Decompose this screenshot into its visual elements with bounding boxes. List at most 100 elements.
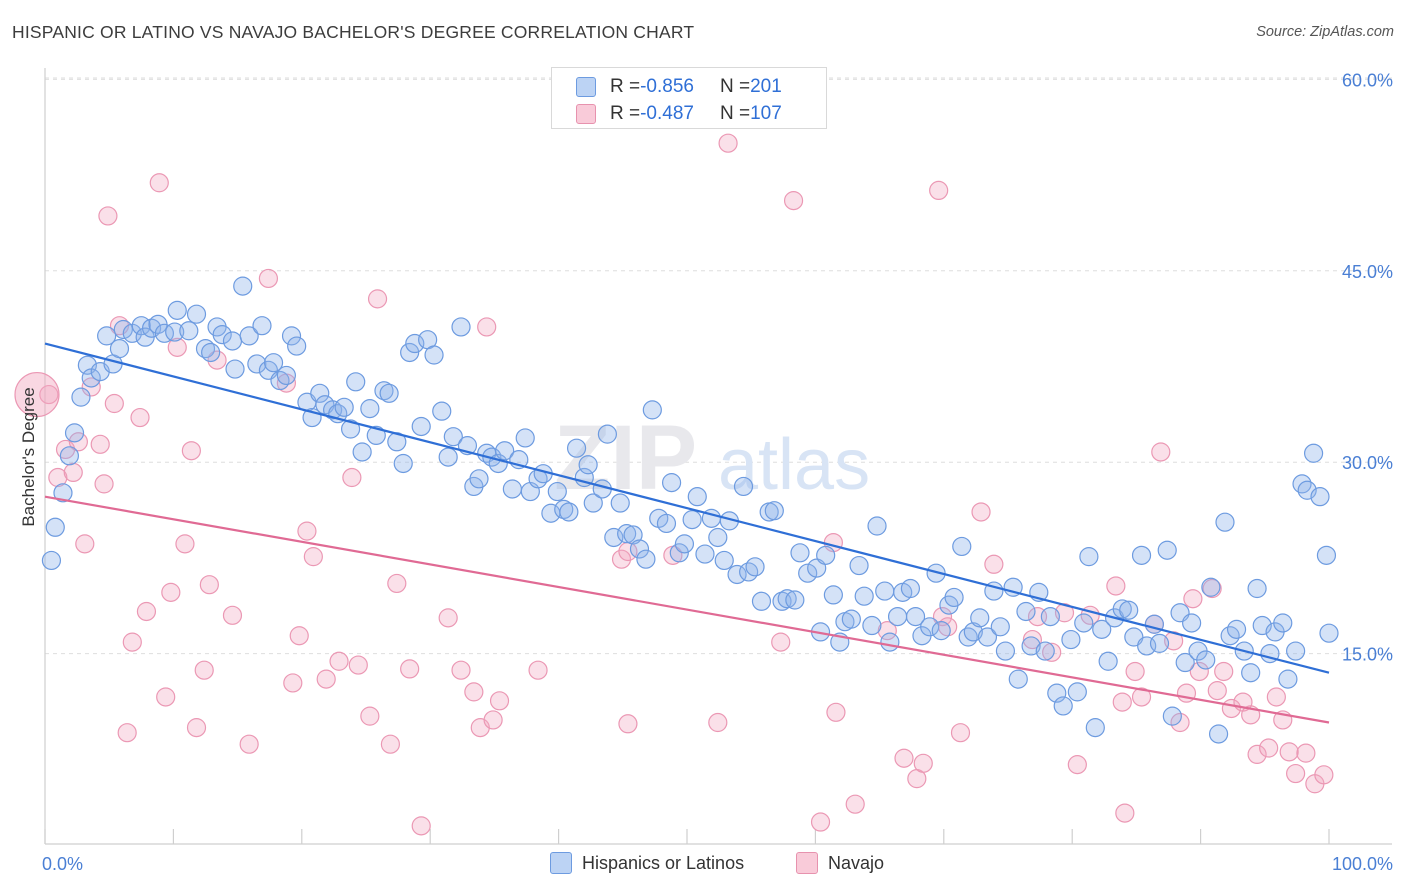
hispanic-point — [1157, 540, 1177, 560]
hispanic-point — [195, 339, 216, 359]
navajo-point — [297, 521, 317, 541]
legend-label-hispanics: Hispanics or Latinos — [582, 852, 745, 873]
hispanic-point — [1175, 652, 1195, 673]
navajo-point — [464, 682, 484, 702]
navajo-point — [39, 384, 59, 405]
legend-swatch-pink — [796, 852, 818, 874]
tick-labels: 15.0% 30.0% 45.0% 60.0% 0.0% 100.0% — [42, 70, 1393, 874]
hispanic-point — [1092, 619, 1112, 639]
hispanic-point — [1003, 577, 1023, 597]
hispanic-point — [222, 331, 243, 351]
hispanic-point — [816, 545, 836, 565]
navajo-point — [611, 549, 632, 569]
hispanic-point — [1319, 623, 1339, 643]
hispanic-point — [963, 622, 983, 642]
navajo-point — [1247, 744, 1267, 765]
hispanic-point — [263, 353, 284, 373]
hispanic-point — [154, 323, 175, 343]
hispanic-point — [920, 617, 940, 637]
hispanic-point — [785, 590, 805, 610]
hispanic-point — [1112, 599, 1132, 619]
legend-item-hispanics[interactable]: Hispanics or Latinos — [550, 852, 744, 874]
navajo-point — [1151, 442, 1171, 462]
hispanic-point — [186, 304, 207, 324]
navajo-point — [175, 534, 195, 554]
hispanic-point — [1035, 641, 1055, 661]
navajo-point — [186, 718, 207, 738]
navajo-point — [718, 133, 738, 153]
hispanic-point — [1182, 613, 1202, 633]
hispanic-point — [1303, 443, 1324, 463]
navajo-point — [63, 462, 83, 483]
hispanic-point — [270, 370, 290, 391]
navajo-trend-line — [44, 495, 1330, 724]
legend-r-value: -0.487 — [640, 103, 694, 124]
hispanic-point — [900, 578, 921, 599]
hispanic-point — [405, 333, 425, 354]
navajo-point — [1112, 692, 1132, 712]
navajo-point — [783, 191, 804, 211]
navajo-point — [1042, 642, 1062, 662]
navajo-point — [239, 734, 259, 754]
hispanic-point — [1292, 474, 1312, 494]
hispanic-point — [849, 555, 869, 576]
hispanic-point — [597, 424, 617, 444]
hispanic-point — [559, 502, 579, 522]
legend-r-label: R = — [610, 76, 641, 97]
hispanic-point — [360, 399, 380, 419]
hispanic-point — [687, 487, 707, 507]
hispanic-point — [239, 326, 259, 346]
hispanic-point — [502, 479, 522, 499]
hispanic-point — [374, 381, 394, 401]
hispanic-point — [1316, 545, 1337, 565]
navajo-point — [380, 734, 400, 754]
legend-n-value: 107 — [750, 103, 782, 124]
navajo-point — [528, 660, 548, 680]
hispanic-point — [995, 641, 1016, 661]
navajo-point — [329, 651, 349, 671]
hispanic-point — [629, 539, 650, 559]
legend-swatch-blue — [576, 77, 596, 97]
hispanic-point — [281, 326, 302, 346]
hispanic-point — [944, 587, 964, 608]
navajo-point — [1296, 743, 1316, 763]
legend-item-navajo[interactable]: Navajo — [796, 852, 884, 874]
hispanic-point — [45, 517, 65, 537]
navajo-point — [1170, 712, 1190, 733]
hispanic-point — [764, 501, 784, 521]
hispanic-point — [790, 543, 810, 563]
hispanic-point — [823, 585, 843, 605]
navajo-point — [913, 753, 933, 773]
hispanic-point — [1085, 718, 1105, 738]
hispanic-point — [276, 365, 296, 386]
hispanic-point — [977, 627, 998, 647]
hispanic-point — [636, 549, 656, 569]
navajo-point — [387, 573, 407, 594]
hispanic-point — [867, 516, 887, 536]
hispanic-point — [495, 441, 515, 461]
hispanic-point — [566, 438, 587, 458]
hispanic-point — [1008, 669, 1028, 689]
navajo-point — [194, 660, 214, 680]
hispanic-point — [1226, 619, 1247, 639]
hispanic-point — [41, 550, 62, 571]
hispanic-point — [225, 359, 245, 379]
hispanic-point — [708, 527, 728, 548]
navajo-point — [316, 669, 336, 689]
hispanic-point — [1162, 706, 1182, 726]
hispanic-point — [642, 400, 662, 420]
hispanic-point — [438, 447, 458, 467]
hispanic-point — [952, 536, 972, 557]
hispanic-point — [661, 473, 682, 493]
hispanic-point — [1098, 651, 1118, 671]
hispanic-point — [201, 342, 221, 363]
hispanic-point — [1273, 613, 1293, 633]
hispanic-point — [64, 423, 85, 443]
navajo-point-large — [14, 371, 60, 418]
hispanic-point — [798, 563, 818, 583]
hispanic-point — [1053, 696, 1073, 716]
navajo-point — [894, 748, 914, 768]
hispanic-point — [1061, 629, 1081, 650]
navajo-point — [1189, 661, 1209, 682]
